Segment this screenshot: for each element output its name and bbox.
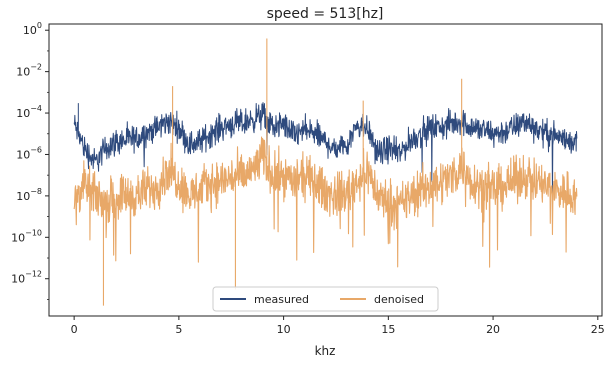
y-axis: 100 10−2 10−4 10−6 10−8 10−10 10−12	[11, 21, 49, 300]
y-tick-label: 10−4	[16, 104, 42, 120]
x-tick-label: 0	[71, 323, 78, 336]
y-tick-label: 100	[23, 21, 42, 37]
x-axis-label: khz	[315, 344, 336, 358]
x-tick-label: 25	[591, 323, 604, 336]
legend: measured denoised	[212, 286, 439, 312]
x-tick-label: 15	[381, 323, 395, 336]
y-tick-label: 10−2	[16, 63, 42, 79]
legend-box	[212, 286, 439, 312]
series-denoised-line	[73, 38, 578, 306]
chart-title: speed = 513[hz]	[267, 6, 384, 22]
y-tick-label: 10−6	[16, 145, 42, 161]
legend-denoised-label: denoised	[374, 293, 424, 306]
x-axis: 0 5 10 15 20 25	[71, 316, 604, 336]
plot-frame	[48, 23, 603, 317]
y-tick-label: 10−12	[11, 270, 42, 286]
x-tick-label: 5	[175, 323, 182, 336]
series-measured-line	[73, 102, 578, 199]
x-tick-label: 10	[277, 323, 291, 336]
y-tick-label: 10−8	[16, 187, 42, 203]
legend-measured-label: measured	[254, 293, 309, 306]
x-tick-label: 20	[486, 323, 500, 336]
series-layer	[73, 38, 578, 306]
y-tick-label: 10−10	[11, 228, 42, 244]
